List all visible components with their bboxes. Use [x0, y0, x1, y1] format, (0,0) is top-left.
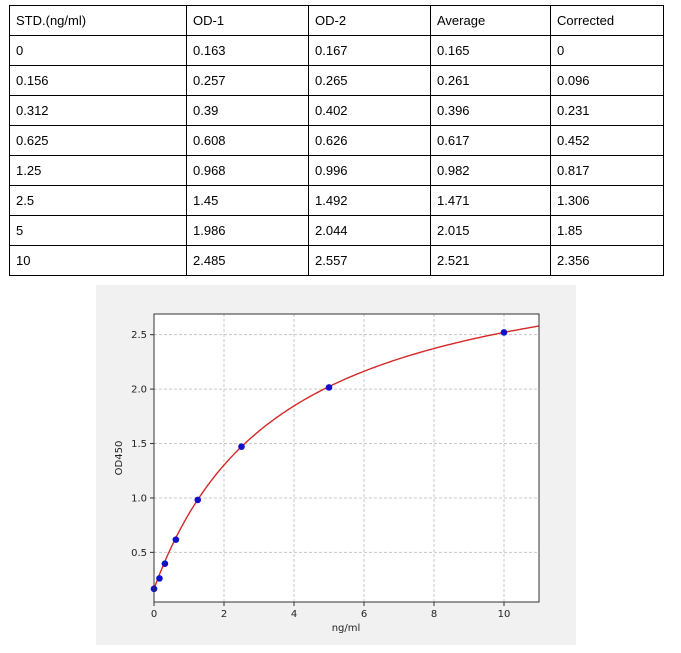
column-header: OD-1 [186, 5, 309, 36]
data-point [156, 575, 163, 582]
table-row: 0.312 0.39 0.402 0.396 0.231 [9, 95, 664, 126]
table-cell: 1.986 [186, 215, 309, 246]
table-cell: 0.167 [308, 35, 431, 66]
fit-curve [153, 325, 540, 590]
x-tick-label: 2 [221, 609, 227, 620]
column-header: OD-2 [308, 5, 431, 36]
table-cell: 0.165 [430, 35, 551, 66]
table-cell: 1.25 [9, 155, 187, 186]
y-tick-label: 1.5 [131, 439, 147, 450]
y-tick-label: 1.0 [131, 493, 147, 504]
table-cell: 1.85 [550, 215, 664, 246]
table-cell: 0.996 [308, 155, 431, 186]
table-row: 0.625 0.608 0.626 0.617 0.452 [9, 125, 664, 156]
table-cell: 0.257 [186, 65, 309, 96]
chart-svg: 0 2 4 6 8 10 0.5 1.0 1.5 2.0 2.5 ng/ml OD450 [114, 313, 540, 634]
table-cell: 0.261 [430, 65, 551, 96]
x-axis-label: ng/ml [332, 623, 361, 634]
data-point [238, 443, 245, 450]
table-row: 0 0.163 0.167 0.165 0 [9, 35, 664, 66]
table-cell: 1.306 [550, 185, 664, 216]
table-cell: 0.626 [308, 125, 431, 156]
table-cell: 2.521 [430, 245, 551, 276]
plot-frame [153, 313, 540, 603]
table-cell: 0.39 [186, 95, 309, 126]
y-tick-label: 0.5 [131, 548, 147, 559]
table-cell: 2.5 [9, 185, 187, 216]
table-cell: 0.402 [308, 95, 431, 126]
table-cell: 0.617 [430, 125, 551, 156]
y-tick-label: 2.0 [131, 385, 147, 396]
x-tick-label: 8 [431, 609, 437, 620]
plot-area [154, 314, 539, 602]
column-header: Corrected [550, 5, 664, 36]
data-point [161, 560, 169, 567]
table-cell: 1.492 [308, 185, 431, 216]
table-cell: 2.015 [430, 215, 551, 246]
table-cell: 2.356 [550, 245, 664, 276]
table-cell: 0.231 [550, 95, 664, 126]
table-cell: 0 [9, 35, 187, 66]
table-cell: 0.156 [9, 65, 187, 96]
table-cell: 0.968 [186, 155, 309, 186]
y-axis-label: OD450 [114, 441, 125, 476]
table-row: 5 1.986 2.044 2.015 1.85 [9, 215, 664, 246]
data-point [325, 384, 333, 391]
standard-curve-table: STD.(ng/ml) OD-1 OD-2 Average Corrected 0 0.16… [9, 5, 664, 276]
table-row: 1.25 0.968 0.996 0.982 0.817 [9, 155, 664, 186]
table-row: 2.5 1.45 1.492 1.471 1.306 [9, 185, 664, 216]
data-point [500, 329, 508, 336]
data-point [172, 536, 180, 543]
table-cell: 10 [9, 245, 187, 276]
table-cell: 0.096 [550, 65, 664, 96]
table-cell: 1.45 [186, 185, 309, 216]
y-tick-label: 2.5 [131, 330, 147, 341]
table-cell: 0 [550, 35, 664, 66]
x-tick-label: 6 [361, 609, 367, 620]
table-cell: 5 [9, 215, 187, 246]
table-cell: 0.817 [550, 155, 664, 186]
x-tick-label: 4 [291, 609, 297, 620]
table-cell: 2.557 [308, 245, 431, 276]
table-cell: 0.452 [550, 125, 664, 156]
header-row: STD.(ng/ml) OD-1 OD-2 Average Corrected [9, 5, 664, 36]
table-row: 10 2.485 2.557 2.521 2.356 [9, 245, 664, 276]
table-cell: 0.265 [308, 65, 431, 96]
data-point [194, 496, 202, 504]
table-cell: 0.312 [9, 95, 187, 126]
table-row: 0.156 0.257 0.265 0.261 0.096 [9, 65, 664, 96]
x-tick-label: 10 [498, 609, 511, 620]
x-tick-label: 0 [151, 609, 157, 620]
table-cell: 0.982 [430, 155, 551, 186]
table-cell: 2.485 [186, 245, 309, 276]
standard-curve-chart: 0 2 4 6 8 10 0.5 1.0 1.5 2.0 2.5 ng/ml OD450 [96, 285, 576, 645]
table-cell: 0.163 [186, 35, 309, 66]
table-cell: 0.608 [186, 125, 309, 156]
column-header: Average [430, 5, 551, 36]
table-cell: 0.625 [9, 125, 187, 156]
table-cell: 2.044 [308, 215, 431, 246]
column-header: STD.(ng/ml) [9, 5, 187, 36]
table-cell: 1.471 [430, 185, 551, 216]
table-cell: 0.396 [430, 95, 551, 126]
